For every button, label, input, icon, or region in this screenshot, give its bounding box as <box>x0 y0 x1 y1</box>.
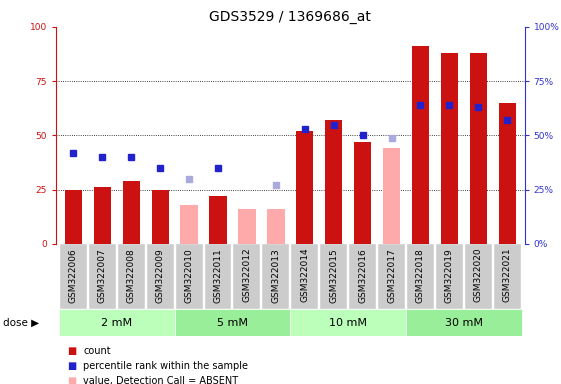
Text: GSM322020: GSM322020 <box>474 248 483 303</box>
Text: ■: ■ <box>67 346 76 356</box>
Bar <box>205 244 232 309</box>
Text: 10 mM: 10 mM <box>329 318 367 328</box>
Bar <box>59 309 174 336</box>
Text: GSM322007: GSM322007 <box>98 248 107 303</box>
Bar <box>118 244 145 309</box>
Bar <box>349 244 376 309</box>
Bar <box>325 120 342 244</box>
Text: dose ▶: dose ▶ <box>3 318 39 328</box>
Text: GSM322021: GSM322021 <box>503 248 512 303</box>
Bar <box>181 205 198 244</box>
Text: 2 mM: 2 mM <box>102 318 132 328</box>
Bar <box>407 244 434 309</box>
Bar <box>296 131 314 244</box>
Bar <box>151 190 169 244</box>
Text: value, Detection Call = ABSENT: value, Detection Call = ABSENT <box>83 376 238 384</box>
Bar <box>441 53 458 244</box>
Bar <box>436 244 463 309</box>
Bar <box>263 244 289 309</box>
Bar <box>174 309 291 336</box>
Text: GSM322018: GSM322018 <box>416 248 425 303</box>
Text: GSM322012: GSM322012 <box>242 248 251 303</box>
Bar <box>465 244 492 309</box>
Bar <box>267 209 284 244</box>
Bar <box>60 244 87 309</box>
Bar <box>123 181 140 244</box>
Text: GSM322010: GSM322010 <box>185 248 194 303</box>
Text: ■: ■ <box>67 361 76 371</box>
Bar <box>406 309 522 336</box>
Bar <box>238 209 256 244</box>
Bar <box>383 148 400 244</box>
Bar <box>147 244 174 309</box>
Bar <box>499 103 516 244</box>
Bar <box>320 244 347 309</box>
Text: GSM322016: GSM322016 <box>358 248 367 303</box>
Text: GSM322006: GSM322006 <box>69 248 78 303</box>
Bar <box>238 209 256 244</box>
Text: GSM322011: GSM322011 <box>214 248 223 303</box>
Text: GSM322014: GSM322014 <box>300 248 309 303</box>
Text: GSM322013: GSM322013 <box>272 248 280 303</box>
Bar <box>209 196 227 244</box>
Bar <box>494 244 521 309</box>
Text: percentile rank within the sample: percentile rank within the sample <box>83 361 248 371</box>
Text: GSM322015: GSM322015 <box>329 248 338 303</box>
Bar <box>233 244 260 309</box>
Bar <box>94 187 111 244</box>
Text: GSM322019: GSM322019 <box>445 248 454 303</box>
Bar <box>291 244 318 309</box>
Bar <box>378 244 405 309</box>
Text: GSM322017: GSM322017 <box>387 248 396 303</box>
Text: 30 mM: 30 mM <box>445 318 483 328</box>
Bar <box>89 244 116 309</box>
Text: ■: ■ <box>67 376 76 384</box>
Text: GSM322008: GSM322008 <box>127 248 136 303</box>
Bar <box>470 53 487 244</box>
Text: 5 mM: 5 mM <box>217 318 248 328</box>
Text: GSM322009: GSM322009 <box>156 248 165 303</box>
Bar <box>65 190 82 244</box>
Bar <box>176 244 203 309</box>
Bar <box>412 46 429 244</box>
Text: count: count <box>83 346 111 356</box>
Bar <box>354 142 371 244</box>
Text: GDS3529 / 1369686_at: GDS3529 / 1369686_at <box>209 10 371 23</box>
Bar <box>291 309 406 336</box>
